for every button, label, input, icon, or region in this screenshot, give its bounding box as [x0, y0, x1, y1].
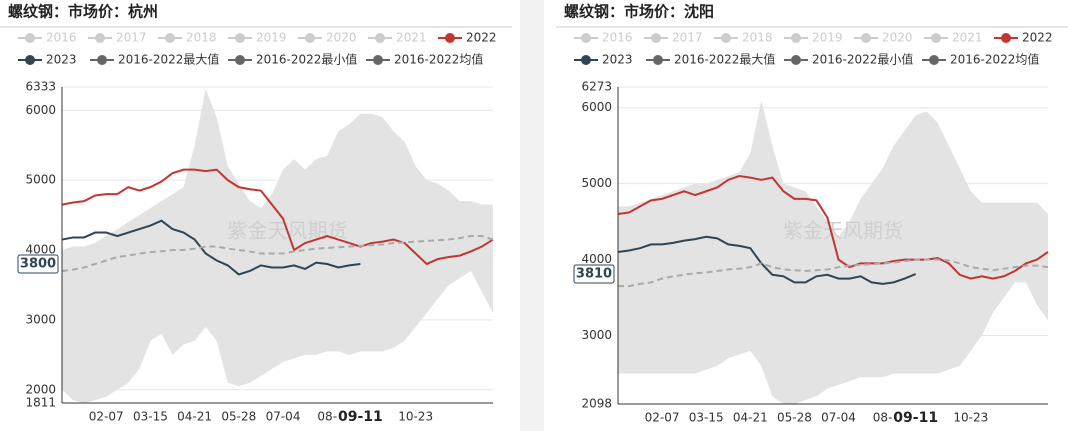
legend-label[interactable]: 2020 [882, 31, 913, 45]
current-value-label: 3810 [576, 267, 612, 282]
chart-title: 螺纹钢：市场价：沈阳 [564, 3, 714, 21]
legend-label[interactable]: 2019 [256, 31, 287, 45]
series-line [61, 235, 494, 272]
series-line [618, 258, 1049, 288]
y-tick-label: 5000 [25, 173, 56, 187]
series-line [617, 235, 917, 285]
x-tick-label: 05-28 [221, 410, 256, 424]
y-tick-label: 2098 [581, 397, 612, 411]
legend-label: 2023 [46, 53, 77, 67]
x-tick-label: 03-15 [133, 410, 168, 424]
legend-label[interactable]: 2017 [116, 31, 147, 45]
legend-label[interactable]: 2018 [742, 31, 773, 45]
panel-gap [520, 0, 544, 431]
current-value-label: 3800 [20, 257, 56, 272]
legend-label: 2016-2022最大值 [118, 52, 219, 67]
x-tick-label: 05-28 [777, 411, 812, 425]
y-tick-label: 3000 [25, 312, 56, 326]
range-band [62, 89, 493, 403]
legend-icon-dot [235, 55, 245, 65]
current-date-label: 09-11 [338, 409, 383, 425]
y-tick-label: 5000 [581, 176, 612, 190]
y-tick-label: 4000 [581, 252, 612, 266]
legend-label[interactable]: 2018 [186, 31, 217, 45]
legend-label[interactable]: 2016 [602, 31, 633, 45]
x-tick-label: 07-04 [266, 410, 301, 424]
y-tick-label: 6273 [581, 80, 612, 94]
legend-inactive-dot [791, 33, 801, 43]
x-tick-label: 10-23 [398, 410, 433, 424]
y-tick-label: 6000 [581, 100, 612, 114]
legend-label: 2022 [1022, 31, 1053, 45]
x-tick-label: 02-07 [645, 411, 680, 425]
legend-icon-dot [791, 55, 801, 65]
legend-inactive-dot [165, 33, 175, 43]
y-tick-label: 1811 [25, 396, 56, 410]
watermark: 紫金天风期货 [783, 219, 903, 243]
series-line [61, 168, 494, 266]
legend-icon-dot [25, 55, 35, 65]
legend-label: 2016-2022最小值 [812, 52, 913, 67]
y-tick-label: 2000 [25, 382, 56, 396]
legend-label: 2016-2022均值 [394, 52, 483, 67]
legend-inactive-dot [651, 33, 661, 43]
legend-inactive-dot [931, 33, 941, 43]
legend-inactive-dot [235, 33, 245, 43]
y-tick-label: 6333 [25, 80, 56, 94]
legend-label[interactable]: 2020 [326, 31, 357, 45]
x-tick-label: 04-21 [177, 410, 212, 424]
x-tick-label: 03-15 [689, 411, 724, 425]
legend-label[interactable]: 2016 [46, 31, 77, 45]
legend-label[interactable]: 2021 [952, 31, 983, 45]
legend-label[interactable]: 2021 [396, 31, 427, 45]
legend-label: 2016-2022最小值 [256, 52, 357, 67]
current-value-box [17, 254, 59, 274]
legend-label[interactable]: 2017 [672, 31, 703, 45]
series-line [61, 219, 361, 276]
chart-panel: 螺纹钢：市场价：沈阳 2016 2017 2018 2019 2020 2021 2022 20… [556, 3, 1068, 426]
x-tick-label: 07-04 [821, 411, 856, 425]
legend-label: 2016-2022最大值 [674, 52, 775, 67]
series-line [617, 175, 1049, 280]
y-tick-label: 4000 [25, 243, 56, 257]
legend-inactive-dot [581, 33, 591, 43]
x-tick-label: 04-21 [733, 411, 768, 425]
current-value-box [573, 264, 615, 284]
legend-icon-dot [581, 55, 591, 65]
y-tick-label: 3000 [581, 328, 612, 342]
legend-icon-dot [97, 55, 107, 65]
legend-inactive-dot [375, 33, 385, 43]
legend-inactive-dot [95, 33, 105, 43]
x-tick-label: 02-07 [89, 410, 124, 424]
range-band [618, 100, 1048, 405]
legend-icon-dot [1001, 33, 1011, 43]
x-tick-label: 08- [873, 411, 893, 425]
legend-label: 2016-2022均值 [950, 52, 1039, 67]
legend-icon-dot [653, 55, 663, 65]
legend-inactive-dot [25, 33, 35, 43]
legend-label[interactable]: 2019 [812, 31, 843, 45]
legend-inactive-dot [305, 33, 315, 43]
chart-panel: 螺纹钢：市场价：杭州 2016 2017 2018 2019 2020 2021 2022 20… [0, 3, 512, 425]
legend-icon-dot [929, 55, 939, 65]
y-tick-label: 6000 [25, 103, 56, 117]
legend-icon-dot [373, 55, 383, 65]
legend-icon-dot [445, 33, 455, 43]
legend-label: 2022 [466, 31, 497, 45]
legend-inactive-dot [721, 33, 731, 43]
x-tick-label: 08- [317, 410, 337, 424]
legend-inactive-dot [861, 33, 871, 43]
x-tick-label: 10-23 [953, 411, 988, 425]
chart-title: 螺纹钢：市场价：杭州 [8, 3, 158, 21]
legend-label: 2023 [602, 53, 633, 67]
current-date-label: 09-11 [893, 410, 938, 426]
